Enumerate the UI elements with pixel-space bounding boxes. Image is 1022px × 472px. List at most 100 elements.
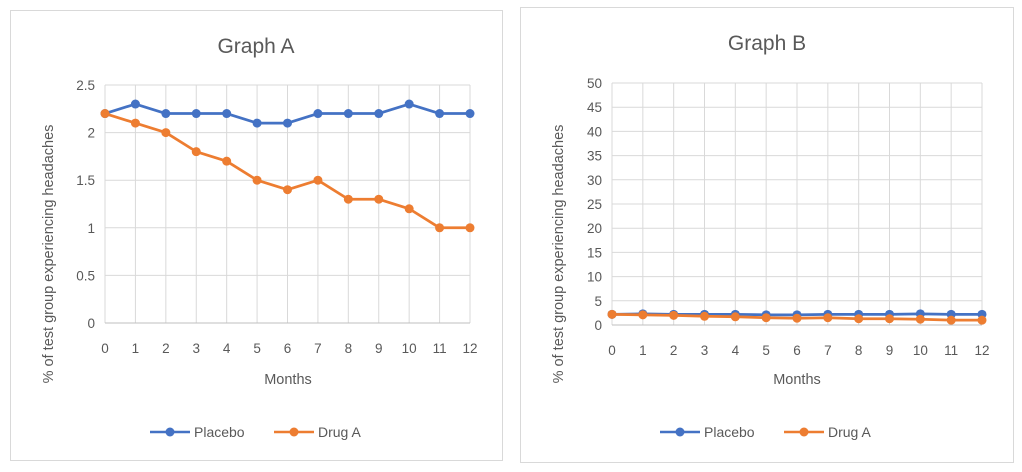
graph-a-y-tick-label: 1 — [87, 221, 95, 236]
graph-b-drug-a-point — [638, 310, 648, 320]
graph-a-placebo-point — [404, 99, 414, 109]
graph-a-x-tick-label: 7 — [314, 341, 322, 356]
graph-b-series — [607, 309, 987, 325]
legend-placebo-label: Placebo — [194, 424, 245, 440]
graph-b-x-tick-label: 7 — [824, 343, 832, 358]
graph-a-y-axis-title: % of test group experiencing headaches — [41, 125, 57, 384]
graph-b-y-tick-label: 5 — [594, 294, 602, 309]
graph-a-drug-a-point — [343, 194, 353, 204]
graph-a-drug-a-point — [130, 118, 140, 128]
graph-b-x-tick-label: 1 — [639, 343, 647, 358]
graph-a-drug-a-point — [161, 128, 171, 138]
graph-b: Graph B Months % of test group experienc… — [551, 32, 990, 440]
graph-a-legend: Placebo Drug A — [150, 424, 361, 440]
graph-a-placebo-point — [374, 109, 384, 119]
graph-a-y-tick-label: 0.5 — [76, 268, 95, 283]
graph-b-drug-a-point — [823, 313, 833, 323]
graph-a-y-tick-label: 2 — [87, 126, 95, 141]
legend-placebo-marker-icon — [675, 427, 685, 437]
graph-a-placebo-point — [283, 118, 292, 128]
graph-b-x-tick-label: 8 — [855, 343, 863, 358]
graph-b-drug-a-point — [792, 313, 802, 323]
graph-b-y-tick-label: 35 — [587, 149, 602, 164]
graph-b-y-tick-label: 10 — [587, 270, 602, 285]
graph-a-drug-a-point — [283, 185, 292, 195]
graph-a-y-tick-label: 0 — [87, 316, 95, 331]
graph-b-x-tick-label: 4 — [732, 343, 740, 358]
graph-a-placebo-point — [222, 109, 232, 119]
graph-a-placebo-point — [130, 99, 140, 109]
graph-b-x-tick-label: 5 — [762, 343, 770, 358]
graph-a-gridlines — [104, 84, 471, 324]
legend-drug-a-marker-icon — [799, 427, 809, 437]
graph-a-placebo-point — [161, 109, 171, 119]
graph-b-x-tick-label: 2 — [670, 343, 678, 358]
graph-a-placebo-point — [191, 109, 201, 119]
graph-a-placebo-point — [465, 109, 475, 119]
graph-a-y-tick-label: 1.5 — [76, 173, 95, 188]
graph-a-drug-a-point — [435, 223, 445, 233]
graph-a-placebo-point — [252, 118, 262, 128]
graph-a-x-tick-label: 4 — [223, 341, 231, 356]
graph-b-legend: Placebo Drug A — [660, 424, 871, 440]
graph-b-x-tick-label: 0 — [608, 343, 616, 358]
graph-a-y-tick-label: 2.5 — [76, 78, 95, 93]
graph-a: Graph A Months % of test group experienc… — [41, 35, 478, 440]
graph-a-x-tick-label: 3 — [192, 341, 200, 356]
legend-drug-a-marker-icon — [289, 427, 299, 437]
graph-b-x-tick-label: 3 — [701, 343, 709, 358]
graph-b-y-tick-label: 25 — [587, 197, 602, 212]
graph-a-placebo-point — [343, 109, 353, 119]
graph-a-x-tick-label: 12 — [462, 341, 477, 356]
graph-b-drug-a-point — [977, 315, 987, 325]
graph-a-placebo-point — [313, 109, 323, 119]
graph-b-drug-a-point — [854, 314, 864, 324]
graph-a-drug-a-point — [465, 223, 475, 233]
graph-a-placebo-point — [435, 109, 445, 119]
graph-b-drug-a-point — [885, 314, 894, 324]
graph-a-x-tick-label: 1 — [132, 341, 140, 356]
graph-b-drug-a-point — [669, 310, 679, 320]
graph-b-y-tick-label: 20 — [587, 221, 602, 236]
graph-a-x-tick-label: 8 — [345, 341, 353, 356]
graph-a-x-tick-label: 11 — [433, 341, 447, 356]
graph-a-x-tick-label: 10 — [402, 341, 417, 356]
graph-b-drug-a-point — [730, 312, 740, 322]
graph-a-x-tick-label: 9 — [375, 341, 383, 356]
graph-a-series — [100, 99, 475, 233]
graph-b-drug-a-point — [915, 314, 925, 324]
graph-a-x-tick-label: 6 — [284, 341, 292, 356]
graph-b-x-tick-label: 10 — [913, 343, 928, 358]
legend-drug-a-label: Drug A — [318, 424, 361, 440]
graph-a-drug-a-point — [313, 175, 323, 185]
graph-b-y-tick-label: 30 — [587, 173, 602, 188]
graph-b-x-tick-label: 11 — [944, 343, 958, 358]
graph-b-y-axis-title: % of test group experiencing headaches — [551, 125, 567, 384]
graph-b-title: Graph B — [728, 32, 806, 55]
graph-a-x-tick-label: 2 — [162, 341, 170, 356]
graph-a-drug-a-point — [191, 147, 201, 157]
graph-b-drug-a-point — [761, 313, 771, 323]
graph-b-drug-a-point — [607, 309, 617, 319]
graph-b-drug-a-point — [946, 315, 956, 325]
legend-placebo-marker-icon — [165, 427, 175, 437]
graph-b-drug-a-point — [700, 311, 709, 321]
graph-a-drug-a-point — [404, 204, 414, 214]
graph-a-x-tick-label: 5 — [253, 341, 261, 356]
graph-b-y-tick-label: 45 — [587, 100, 602, 115]
graph-b-y-tick-label: 40 — [587, 124, 602, 139]
graph-b-y-tick-label: 50 — [587, 76, 602, 91]
graph-b-x-tick-label: 12 — [974, 343, 989, 358]
graph-b-x-axis-title: Months — [773, 372, 821, 388]
graph-a-x-axis-title: Months — [264, 372, 312, 388]
graph-b-x-tick-label: 6 — [793, 343, 801, 358]
graph-a-tick-labels: 00.511.522.50 1 2 3 4 5 6 7 8 9 10 11 12 — [76, 78, 477, 356]
graph-b-gridlines — [611, 82, 983, 326]
graph-a-drug-a-point — [374, 194, 384, 204]
graph-a-drug-a-point — [252, 175, 262, 185]
graph-a-drug-a-point — [100, 109, 110, 119]
graph-b-y-tick-label: 0 — [594, 318, 602, 333]
graph-b-x-tick-label: 9 — [886, 343, 894, 358]
